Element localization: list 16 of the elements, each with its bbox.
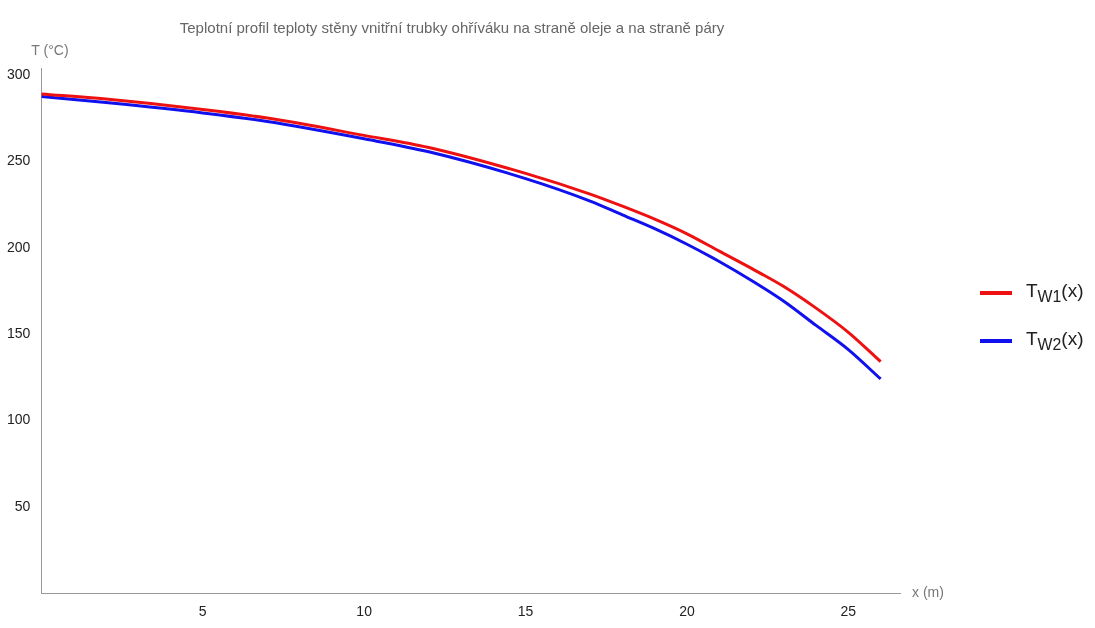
y-tick-label: 200 — [7, 238, 31, 255]
y-tick-label: 300 — [7, 65, 31, 82]
y-tick-label: 250 — [7, 152, 31, 169]
y-tick-label: 50 — [14, 497, 31, 514]
x-tick-label: 10 — [356, 603, 373, 620]
legend-label: T$_{W1}$(x) — [1026, 280, 1084, 306]
chart-title: Teplotní profil teploty stěny vnitřní trubky ohříváku na straně oleje a na straně páry — [179, 19, 725, 37]
y-tick-label: 150 — [7, 324, 31, 341]
x-tick-label: 20 — [679, 603, 695, 620]
x-tick-label: 15 — [517, 603, 534, 620]
x-axis-title: x (m) — [912, 584, 944, 601]
x-tick-label: 25 — [840, 603, 857, 620]
y-axis-title: T (°C) — [31, 41, 69, 58]
legend-label: T$_{W2}$(x) — [1026, 327, 1084, 354]
y-tick-label: 100 — [7, 411, 31, 428]
x-tick-label: 5 — [198, 603, 207, 620]
